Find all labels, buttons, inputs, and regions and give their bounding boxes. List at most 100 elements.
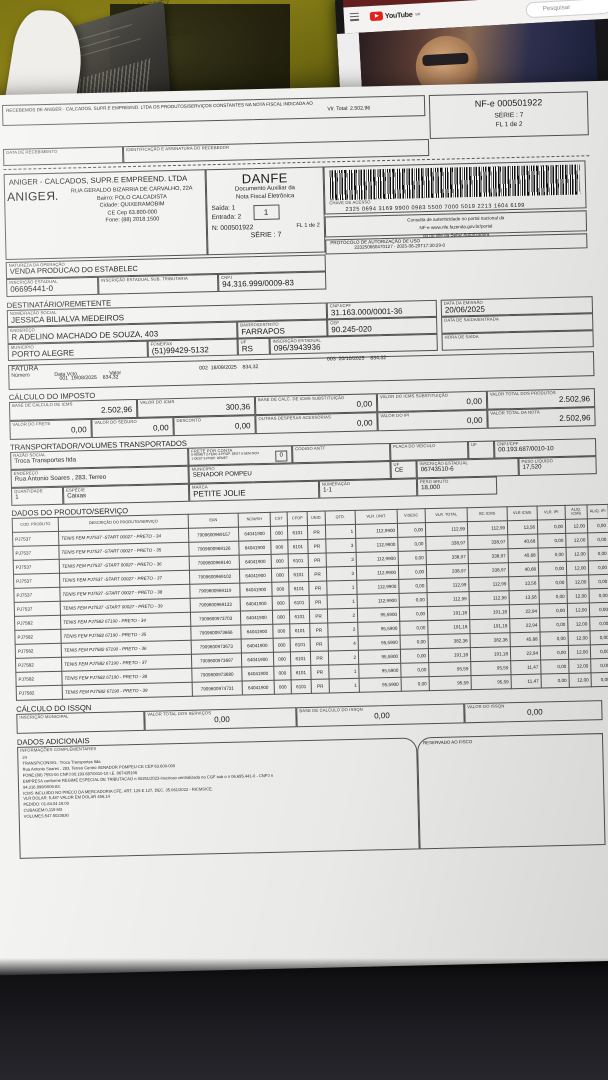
cell-cfop: 6101 xyxy=(289,609,310,624)
emitter-name: ANIGER - CALCADOS, SUPR.E EMPREEND. LTDA xyxy=(8,173,188,187)
cell-cfop: 6101 xyxy=(290,637,311,652)
cell-bc-icms: 191,18 xyxy=(469,604,510,620)
youtube-search-input[interactable]: Pesquisar xyxy=(525,0,608,19)
cell-cst: 000 xyxy=(270,525,288,540)
cell-bc-icms: 338,97 xyxy=(468,562,509,578)
cell-vlr-icms: 13,56 xyxy=(509,589,540,605)
th-bc-icms: BC ICMS xyxy=(467,506,508,522)
cell-cst: 000 xyxy=(272,595,290,610)
danfe-folha: FL 1 de 2 xyxy=(296,222,320,230)
cell-cod: PJ7582 xyxy=(15,656,62,672)
cell-qtd: 2 xyxy=(328,649,359,665)
cell-qtd: 3 xyxy=(325,537,357,553)
cell-ncm: 64041900 xyxy=(239,581,273,597)
ie-st-caption: INSCRIÇÃO ESTADUAL SUB. TRIBUTARIA xyxy=(101,275,188,283)
marca-valor: PETITE JOLIE xyxy=(193,488,246,500)
transp-ie: 06743510-6 xyxy=(420,465,454,474)
cell-aliq-icms: 12,00 xyxy=(565,532,589,547)
cell-cod: PJ7537 xyxy=(12,544,60,561)
cell-ncm: 64041900 xyxy=(241,637,274,653)
cell-bc-icms: 191,18 xyxy=(469,618,511,634)
cell-v-desc: 0,00 xyxy=(397,522,426,537)
cell-vlr-unit: 112,9900 xyxy=(356,564,399,580)
cell-bc-icms: 95,59 xyxy=(470,660,512,676)
cell-cfop: 6101 xyxy=(287,525,308,540)
cell-vlr-unit: 112,9900 xyxy=(355,522,398,538)
th-qtd: QTD. xyxy=(325,510,356,525)
cell-desc: TENIS FEM PJ7582 67190 - PRETO - 39 xyxy=(62,681,193,699)
placa-uf-caption: UF xyxy=(471,441,477,448)
cell-cfop: 6101 xyxy=(290,665,312,680)
dest-uf: RS xyxy=(241,344,254,354)
cell-ncm: 64041900 xyxy=(238,539,272,555)
placa-caption: PLACA DO VEÍCULO xyxy=(393,442,436,449)
dest-bairro: FARRAPOS xyxy=(241,326,286,337)
cell-qtd: 2 xyxy=(327,607,358,623)
hamburger-menu-icon[interactable] xyxy=(349,12,360,21)
cell-vlr-unit: 95,5900 xyxy=(358,648,401,664)
cell-vlr-total: 112,99 xyxy=(427,591,470,607)
danfe-numero: N: 000501922 xyxy=(211,224,254,233)
cell-cfop: 6101 xyxy=(288,581,310,596)
cell-qtd: 1 xyxy=(326,579,358,595)
cell-vlr-icms: 11,47 xyxy=(511,673,542,689)
frete-conta-valor: 0 xyxy=(275,450,288,462)
cell-v-desc: 0,00 xyxy=(400,634,429,649)
cell-vlr-ipi: 0,00 xyxy=(539,602,568,618)
cell-v-desc: 0,00 xyxy=(401,676,430,691)
cell-qtd: 1 xyxy=(328,663,360,679)
th-aliq-ipi: ALIQ. IPI xyxy=(587,504,608,519)
cell-bc-icms: 338,97 xyxy=(468,548,509,564)
cell-cod: PJ7582 xyxy=(14,628,62,644)
cell-ean: 7909600969133 xyxy=(190,596,241,612)
cell-cst: 000 xyxy=(273,637,291,652)
cell-cst: 000 xyxy=(271,581,290,596)
reservado-fisco-caption: RESERVADO AO FISCO xyxy=(423,738,473,745)
cell-bc-icms: 191,18 xyxy=(470,646,511,662)
cell-aliq-icms: 12,00 xyxy=(567,588,590,603)
th-ean: EAN xyxy=(188,513,239,528)
cell-cst: 000 xyxy=(270,539,289,554)
cell-aliq-ipi: 0,00 xyxy=(589,601,608,617)
cell-vlr-total: 338,97 xyxy=(426,549,469,565)
bottom-shadow xyxy=(0,958,608,1080)
cell-cfop: 6101 xyxy=(289,595,310,610)
receipt-date-caption: DATA DE RECEBIMENTO xyxy=(6,148,58,155)
desconto-valor: 0,00 xyxy=(234,421,251,432)
cell-ean: 7909600973703 xyxy=(190,610,241,626)
seguro-valor: 0,00 xyxy=(152,423,169,433)
cell-aliq-icms: 12,00 xyxy=(568,644,591,659)
barcode xyxy=(329,164,581,201)
cell-aliq-icms: 12,00 xyxy=(568,672,592,687)
fatura-parcela-1: 001 19/08/2025 834,32 xyxy=(59,374,119,382)
cell-ean: 7909600969126 xyxy=(188,540,240,556)
cell-unid: PR xyxy=(310,650,329,666)
youtube-logo[interactable]: YouTube BR xyxy=(369,9,421,22)
danfe-entrada: Entrada: 2 xyxy=(211,213,242,222)
danfe-masthead: ANIGER - CALCADOS, SUPR.E EMPREEND. LTDA… xyxy=(3,160,592,262)
cell-cod: PJ7582 xyxy=(14,614,61,630)
emitter-logo: ANIGER. xyxy=(6,188,59,204)
cell-ncm: 64041900 xyxy=(239,567,272,583)
th-vlr-total: VLR. TOTAL xyxy=(425,507,468,523)
cell-aliq-ipi: 0,00 xyxy=(588,545,608,561)
peso-bruto: 18,000 xyxy=(421,484,441,492)
cell-ean: 7909600973673 xyxy=(191,638,242,654)
th-cod-produto: COD. PRODUTO xyxy=(12,517,59,533)
th-vlr-unit: VLR. UNIT. xyxy=(355,509,398,524)
cell-cfop: 6101 xyxy=(291,679,312,694)
cell-ncm: 64041900 xyxy=(239,553,272,569)
cell-vlr-total: 112,99 xyxy=(425,521,468,537)
danfe-tipo-box: 1 xyxy=(252,205,280,221)
cell-bc-icms: 382,36 xyxy=(470,632,511,648)
especie-valor: Caixas xyxy=(67,492,87,501)
cell-ncm: 64041900 xyxy=(240,623,274,639)
cell-cfop: 6101 xyxy=(288,567,309,582)
cell-unid: PR xyxy=(308,566,327,582)
cell-v-desc: 0,00 xyxy=(398,550,427,565)
cell-aliq-ipi: 0,00 xyxy=(587,517,608,533)
cell-bc-icms: 112,99 xyxy=(467,520,508,536)
youtube-locale-label: BR xyxy=(415,11,421,17)
cell-vlr-icms: 40,68 xyxy=(508,547,539,563)
